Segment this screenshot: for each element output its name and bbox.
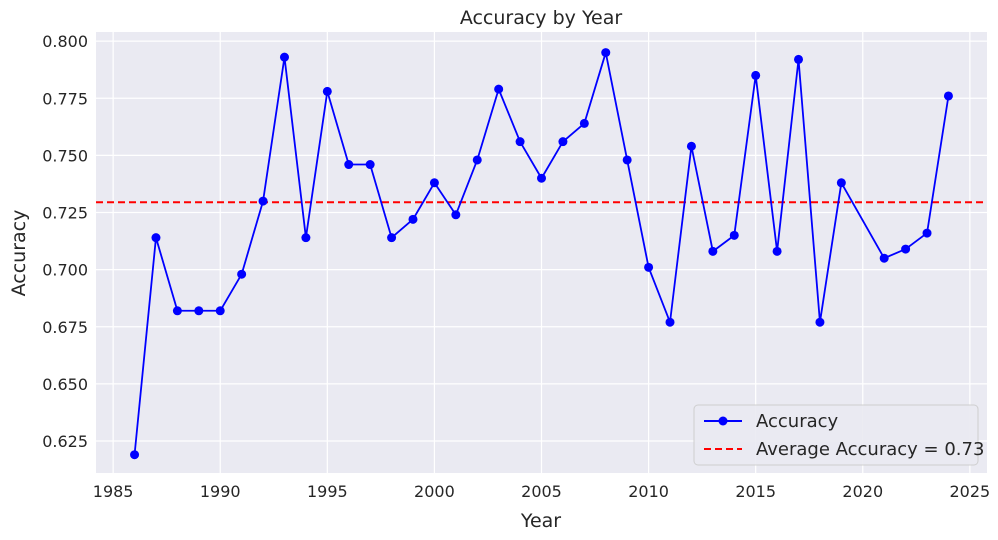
x-tick-label: 2020 bbox=[842, 482, 883, 501]
y-tick-label: 0.800 bbox=[42, 32, 88, 51]
series-group bbox=[130, 48, 953, 460]
accuracy-data-point bbox=[922, 228, 932, 238]
accuracy-data-point bbox=[751, 70, 761, 80]
accuracy-data-point bbox=[172, 306, 182, 316]
legend-series-marker bbox=[718, 416, 728, 426]
legend-series-label: Accuracy bbox=[756, 411, 839, 432]
accuracy-data-point bbox=[943, 91, 953, 101]
accuracy-data-point bbox=[472, 155, 482, 165]
y-tick-label: 0.700 bbox=[42, 261, 88, 280]
accuracy-data-point bbox=[644, 262, 654, 272]
y-tick-label: 0.725 bbox=[42, 204, 88, 223]
accuracy-data-point bbox=[686, 141, 696, 151]
chart-title: Accuracy by Year bbox=[460, 7, 623, 29]
accuracy-data-point bbox=[365, 160, 375, 170]
accuracy-data-point bbox=[429, 178, 439, 188]
x-tick-label: 1995 bbox=[307, 482, 348, 501]
legend: Accuracy Average Accuracy = 0.73 bbox=[693, 404, 984, 466]
accuracy-data-point bbox=[815, 317, 825, 327]
y-tick-label: 0.750 bbox=[42, 146, 88, 165]
accuracy-data-point bbox=[665, 317, 675, 327]
accuracy-data-point bbox=[215, 306, 225, 316]
accuracy-data-point bbox=[836, 178, 846, 188]
accuracy-data-point bbox=[194, 306, 204, 316]
y-tick-label: 0.675 bbox=[42, 318, 88, 337]
accuracy-data-point bbox=[708, 246, 718, 256]
accuracy-data-point bbox=[279, 52, 289, 62]
x-tick-label: 2010 bbox=[628, 482, 669, 501]
y-tick-labels: 0.625 0.650 0.675 0.700 0.725 0.750 0.775 0.800 bbox=[42, 32, 88, 451]
accuracy-data-point bbox=[772, 246, 782, 256]
accuracy-data-point bbox=[601, 48, 611, 58]
accuracy-data-point bbox=[408, 214, 418, 224]
accuracy-data-point bbox=[322, 86, 332, 96]
x-tick-label: 2025 bbox=[950, 482, 991, 501]
y-axis-title: Accuracy bbox=[8, 210, 30, 297]
x-tick-label: 1985 bbox=[93, 482, 134, 501]
y-tick-label: 0.775 bbox=[42, 89, 88, 108]
accuracy-data-point bbox=[537, 173, 546, 183]
x-axis-title: Year bbox=[520, 510, 561, 532]
accuracy-data-point bbox=[387, 233, 397, 243]
accuracy-data-point bbox=[494, 84, 504, 94]
accuracy-data-point bbox=[515, 137, 525, 147]
accuracy-data-point bbox=[344, 160, 354, 170]
x-tick-label: 2005 bbox=[521, 482, 562, 501]
accuracy-data-point bbox=[151, 233, 161, 243]
accuracy-series-line bbox=[133, 51, 950, 455]
accuracy-data-point bbox=[451, 210, 461, 220]
legend-reference-label: Average Accuracy = 0.73 bbox=[756, 439, 984, 460]
accuracy-data-point bbox=[622, 155, 632, 165]
accuracy-data-point bbox=[729, 230, 739, 240]
accuracy-data-point bbox=[258, 196, 268, 206]
y-tick-label: 0.650 bbox=[42, 375, 88, 394]
accuracy-data-point bbox=[130, 450, 140, 460]
accuracy-data-point bbox=[794, 54, 804, 64]
x-tick-labels: 1985 1990 1995 2000 2005 2010 2015 2020 2025 bbox=[93, 482, 990, 501]
accuracy-data-point bbox=[301, 233, 311, 243]
y-tick-label: 0.625 bbox=[42, 432, 88, 451]
accuracy-data-point bbox=[237, 269, 247, 279]
accuracy-data-point bbox=[579, 118, 589, 128]
accuracy-data-point bbox=[558, 137, 568, 147]
x-tick-label: 2000 bbox=[414, 482, 455, 501]
legend-box bbox=[693, 404, 979, 466]
accuracy-data-point bbox=[879, 253, 889, 263]
accuracy-data-point bbox=[901, 244, 911, 254]
x-tick-label: 1990 bbox=[200, 482, 241, 501]
x-tick-label: 2015 bbox=[735, 482, 776, 501]
